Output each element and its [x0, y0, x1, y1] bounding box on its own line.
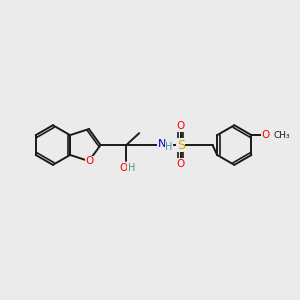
Text: O: O: [177, 159, 185, 169]
Text: O: O: [177, 121, 185, 131]
Text: H: H: [128, 163, 135, 173]
Text: N: N: [158, 139, 166, 149]
Text: O: O: [86, 156, 94, 166]
Text: S: S: [177, 139, 185, 152]
Text: CH₃: CH₃: [273, 130, 290, 140]
Text: O: O: [119, 163, 128, 173]
Text: O: O: [261, 130, 269, 140]
Text: H: H: [165, 142, 172, 152]
